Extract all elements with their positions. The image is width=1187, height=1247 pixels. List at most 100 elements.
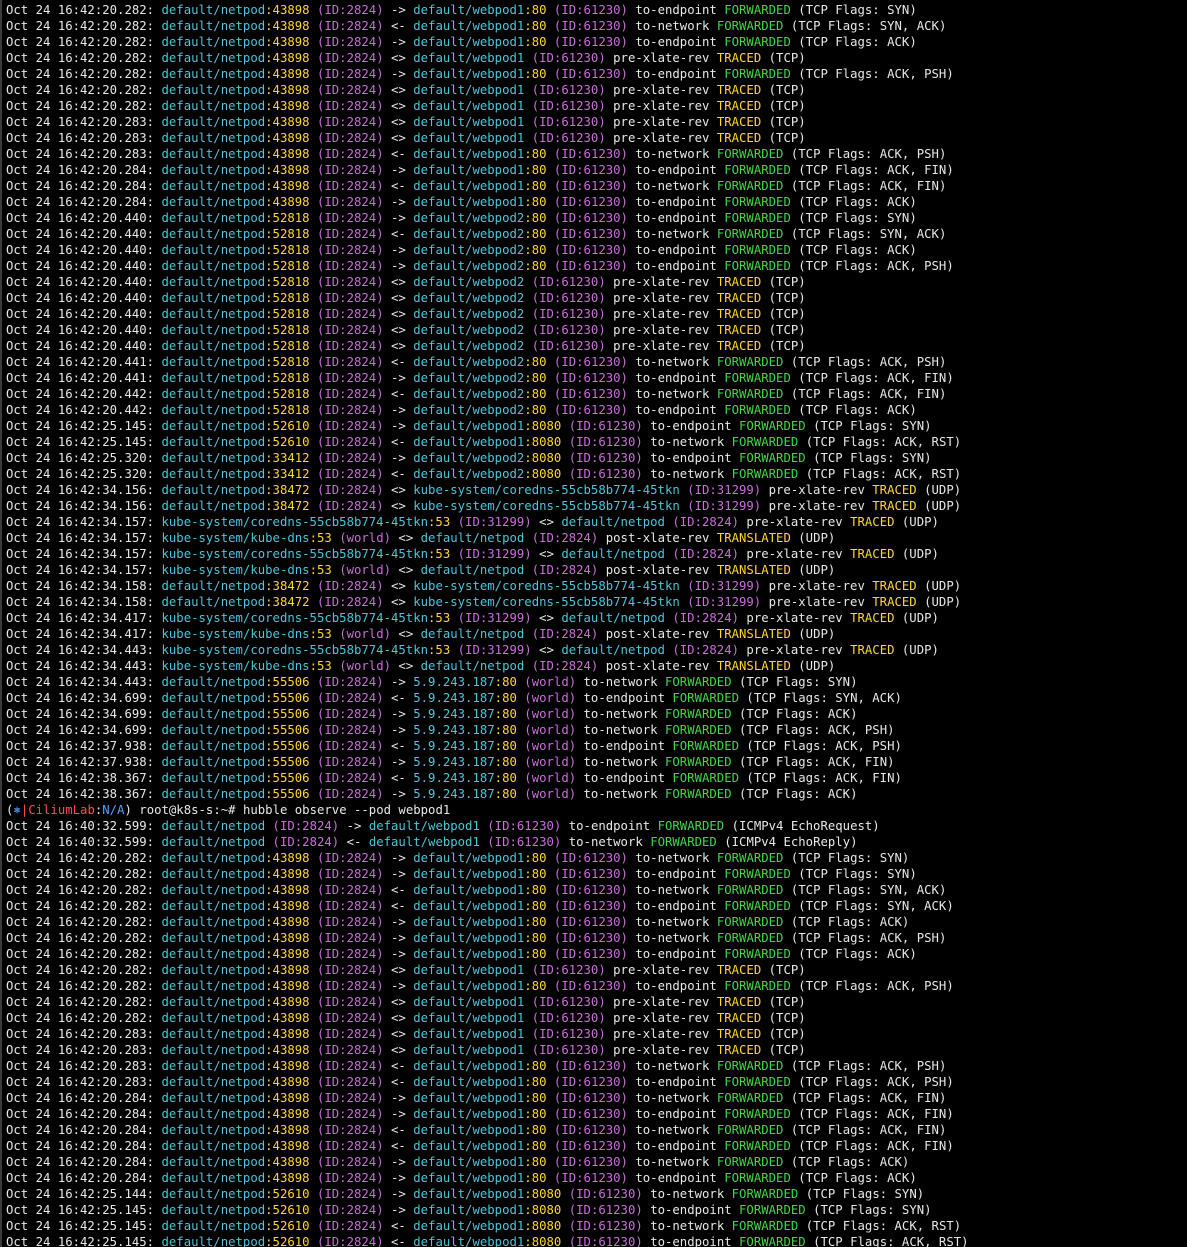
flow-destination-identity: (ID:2824) <box>531 531 599 545</box>
flow-destination-identity: (ID:61230) <box>531 307 606 321</box>
flow-source: default/netpod <box>161 707 266 721</box>
flow-verdict: FORWARDED <box>716 883 784 897</box>
shell-prompt-line[interactable]: (⎈|CiliumLab:N/A) root@k8s-s:~# hubble o… <box>6 802 1187 818</box>
flow-source-identity: (ID:2824) <box>316 723 384 737</box>
flow-timestamp: Oct 24 16:42:34.156: <box>6 483 155 497</box>
flow-verdict: FORWARDED <box>716 915 784 929</box>
flow-destination-port: :80 <box>524 947 547 961</box>
flow-verdict: TRANSLATED <box>716 627 791 641</box>
flow-source-port: :52818 <box>265 227 310 241</box>
flow-direction: <- <box>391 883 406 897</box>
flow-observation-point: pre-xlate-rev <box>613 323 710 337</box>
flow-verdict: FORWARDED <box>664 675 732 689</box>
flow-log-line: Oct 24 16:42:20.284: default/netpod:4389… <box>6 194 1187 210</box>
flow-log-line: Oct 24 16:42:20.282: default/netpod:4389… <box>6 50 1187 66</box>
flow-summary: (UDP) <box>901 547 939 561</box>
flow-source-identity: (ID:2824) <box>316 963 384 977</box>
flow-verdict: FORWARDED <box>724 371 791 385</box>
flow-source: default/netpod <box>161 403 266 417</box>
flow-destination-identity: (ID:61230) <box>531 963 606 977</box>
flow-source-identity: (ID:2824) <box>316 947 384 961</box>
flow-source: default/netpod <box>161 1171 266 1185</box>
flow-summary: (TCP Flags: ACK, PSH) <box>790 147 947 161</box>
flow-destination-identity: (ID:61230) <box>568 1187 643 1201</box>
shell-command[interactable]: hubble observe --pod webpod1 <box>242 803 451 817</box>
flow-timestamp: Oct 24 16:42:34.443: <box>6 659 155 673</box>
flow-source: default/netpod <box>161 771 266 785</box>
flow-destination-identity: (ID:61230) <box>531 323 606 337</box>
flow-observation-point: pre-xlate-rev <box>613 1011 710 1025</box>
flow-log-line: Oct 24 16:42:20.282: default/netpod:4389… <box>6 66 1187 82</box>
flow-direction: <> <box>391 499 406 513</box>
flow-source: default/netpod <box>161 387 266 401</box>
flow-verdict: FORWARDED <box>716 147 784 161</box>
flow-direction: <- <box>391 1139 406 1153</box>
flow-source-identity: (ID:2824) <box>316 915 384 929</box>
flow-direction: -> <box>391 195 406 209</box>
flow-direction: -> <box>391 1091 406 1105</box>
flow-direction: <> <box>391 339 406 353</box>
flow-timestamp: Oct 24 16:42:20.440: <box>6 307 155 321</box>
flow-destination: 5.9.243.187 <box>413 723 495 737</box>
flow-source-identity: (world) <box>339 563 392 577</box>
flow-timestamp: Oct 24 16:42:20.282: <box>6 931 155 945</box>
flow-log-line: Oct 24 16:42:20.282: default/netpod:4389… <box>6 930 1187 946</box>
flow-destination: default/netpod <box>420 627 525 641</box>
flow-source-identity: (ID:2824) <box>316 19 384 33</box>
flow-source-port: :33412 <box>265 451 310 465</box>
flow-timestamp: Oct 24 16:42:20.441: <box>6 355 155 369</box>
flow-direction: -> <box>391 1203 406 1217</box>
flow-verdict: FORWARDED <box>724 243 791 257</box>
flow-destination: default/webpod1 <box>413 1059 525 1073</box>
flow-verdict: FORWARDED <box>664 787 732 801</box>
terminal-output[interactable]: Oct 24 16:42:20.282: default/netpod :4389… <box>6 2 1187 1247</box>
flow-log-line: Oct 24 16:42:20.282: default/netpod:4389… <box>6 882 1187 898</box>
flow-source-identity: (ID:2824) <box>316 163 384 177</box>
flow-observation-point: to-network <box>635 931 710 945</box>
flow-timestamp: Oct 24 16:42:20.284: <box>6 1155 155 1169</box>
flow-timestamp: Oct 24 16:42:20.282: <box>6 51 155 65</box>
flow-source-port: :52818 <box>265 323 310 337</box>
flow-source-port: :52610 <box>265 435 310 449</box>
flow-source-port: :52610 <box>265 1219 310 1233</box>
flow-destination: default/webpod2 <box>413 275 525 289</box>
flow-source-identity: (ID:2824) <box>316 1059 384 1073</box>
flow-log-line: Oct 24 16:42:34.443: default/netpod:5550… <box>6 674 1187 690</box>
flow-destination-identity: (ID:61230) <box>553 243 628 257</box>
flow-destination-identity: (ID:2824) <box>531 627 599 641</box>
flow-source-identity: (ID:2824) <box>316 691 384 705</box>
flow-destination: default/netpod <box>420 563 525 577</box>
flow-source-port: :43898 <box>265 851 310 865</box>
flow-direction: <- <box>391 387 406 401</box>
flow-source-identity: (ID:2824) <box>316 755 384 769</box>
flow-source: default/netpod <box>161 195 266 209</box>
flow-source: default/netpod <box>161 963 266 977</box>
flow-verdict: TRACED <box>850 515 895 529</box>
flow-source-port: :43898 <box>265 35 310 49</box>
flow-source-port: :52818 <box>265 355 310 369</box>
flow-direction: -> <box>391 259 406 273</box>
flow-summary: (TCP Flags: ACK, PSH) <box>798 979 954 993</box>
flow-direction: <> <box>391 995 406 1009</box>
flow-destination: kube-system/coredns-55cb58b774-45tkn <box>413 595 680 609</box>
flow-destination-identity: (world) <box>524 755 577 769</box>
flow-observation-point: to-endpoint <box>635 1107 717 1121</box>
flow-verdict: FORWARDED <box>724 979 791 993</box>
flow-direction: <> <box>391 483 406 497</box>
flow-log-line: Oct 24 16:40:32.599: default/netpod (ID:… <box>6 818 1187 834</box>
flow-summary: (TCP Flags: ACK) <box>798 35 917 49</box>
flow-destination-port: :80 <box>524 979 547 993</box>
flow-destination-port: :80 <box>524 1107 547 1121</box>
flow-summary: (TCP) <box>768 99 806 113</box>
flow-observation-point: to-endpoint <box>635 35 717 49</box>
flow-timestamp: Oct 24 16:42:38.367: <box>6 787 155 801</box>
flow-source-identity: (ID:2824) <box>316 291 384 305</box>
flow-source: default/netpod <box>161 499 266 513</box>
flow-direction: -> <box>391 451 406 465</box>
flow-source-port: :52818 <box>265 291 310 305</box>
flow-timestamp: Oct 24 16:42:20.282: <box>6 83 155 97</box>
flow-destination-identity: (ID:61230) <box>553 883 628 897</box>
flow-source-identity: (ID:2824) <box>316 115 384 129</box>
flow-destination-identity: (ID:61230) <box>553 1123 628 1137</box>
flow-timestamp: Oct 24 16:42:25.320: <box>6 451 155 465</box>
